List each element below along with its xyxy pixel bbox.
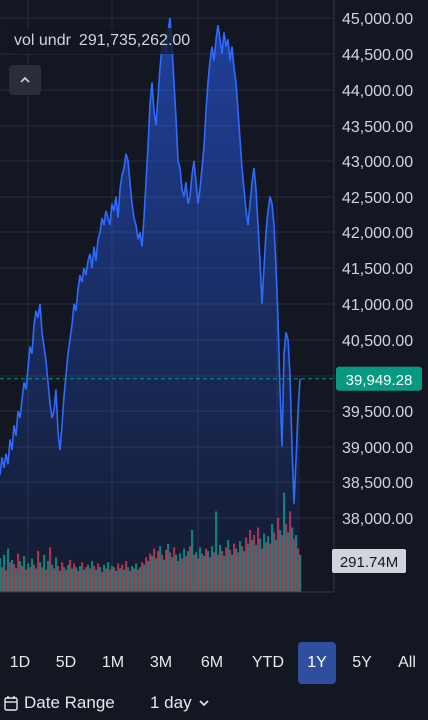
- range-button-5d[interactable]: 5D: [55, 654, 77, 671]
- price-chart[interactable]: 45,000.00 44,500.00 44,000.00 43,500.00 43,0…: [0, 0, 428, 600]
- interval-dropdown[interactable]: 1 day: [150, 693, 210, 713]
- last-volume-label: 291.74M: [340, 554, 398, 571]
- range-button-ytd[interactable]: YTD: [252, 654, 284, 671]
- price-tick-label: 41,000.00: [342, 297, 413, 314]
- date-range-buttons: 1D 5D 1M 3M 6M YTD 1Y 5Y All: [0, 642, 428, 684]
- calendar-icon: [4, 696, 18, 711]
- volume-bar: [299, 554, 302, 592]
- price-axis[interactable]: 45,000.00 44,500.00 44,000.00 43,500.00 43,0…: [342, 11, 413, 528]
- price-tick-label: 44,000.00: [342, 83, 413, 100]
- range-button-1d[interactable]: 1D: [9, 654, 31, 671]
- price-tick-label: 41,500.00: [342, 261, 413, 278]
- price-tick-label: 45,000.00: [342, 11, 413, 28]
- range-button-1m[interactable]: 1M: [101, 654, 125, 671]
- price-line: [0, 17, 301, 504]
- price-area: [0, 18, 300, 592]
- price-tick-label: 38,000.00: [342, 511, 413, 528]
- last-volume-tag: 291.74M: [332, 549, 406, 573]
- chevron-down-icon: [199, 700, 209, 707]
- range-button-1y[interactable]: 1Y: [298, 642, 336, 684]
- price-tick-label: 43,000.00: [342, 154, 413, 171]
- last-price-label: 39,949.28: [346, 372, 413, 389]
- interval-label: 1 day: [150, 693, 192, 712]
- volume-legend: vol undr 291,735,262.00: [8, 28, 197, 54]
- price-tick-label: 38,500.00: [342, 475, 413, 492]
- last-price-tag: 39,949.28: [336, 366, 422, 391]
- volume-legend-name: vol undr: [14, 32, 71, 49]
- date-range-label: Date Range: [24, 693, 115, 712]
- date-range-button[interactable]: Date Range: [4, 693, 115, 713]
- chart-footer: Date Range 1 day: [0, 690, 428, 720]
- price-tick-label: 42,500.00: [342, 190, 413, 207]
- chevron-up-icon: [20, 76, 30, 83]
- price-tick-label: 40,500.00: [342, 333, 413, 350]
- price-tick-label: 39,500.00: [342, 404, 413, 421]
- range-button-3m[interactable]: 3M: [149, 654, 173, 671]
- collapse-legend-button[interactable]: [9, 65, 41, 95]
- price-tick-label: 43,500.00: [342, 119, 413, 136]
- volume-legend-value: 291,735,262.00: [78, 32, 191, 49]
- range-button-all[interactable]: All: [398, 654, 416, 671]
- range-button-5y[interactable]: 5Y: [352, 654, 372, 671]
- price-tick-label: 44,500.00: [342, 47, 413, 64]
- price-tick-label: 42,000.00: [342, 225, 413, 242]
- price-tick-label: 39,000.00: [342, 440, 413, 457]
- range-button-6m[interactable]: 6M: [200, 654, 224, 671]
